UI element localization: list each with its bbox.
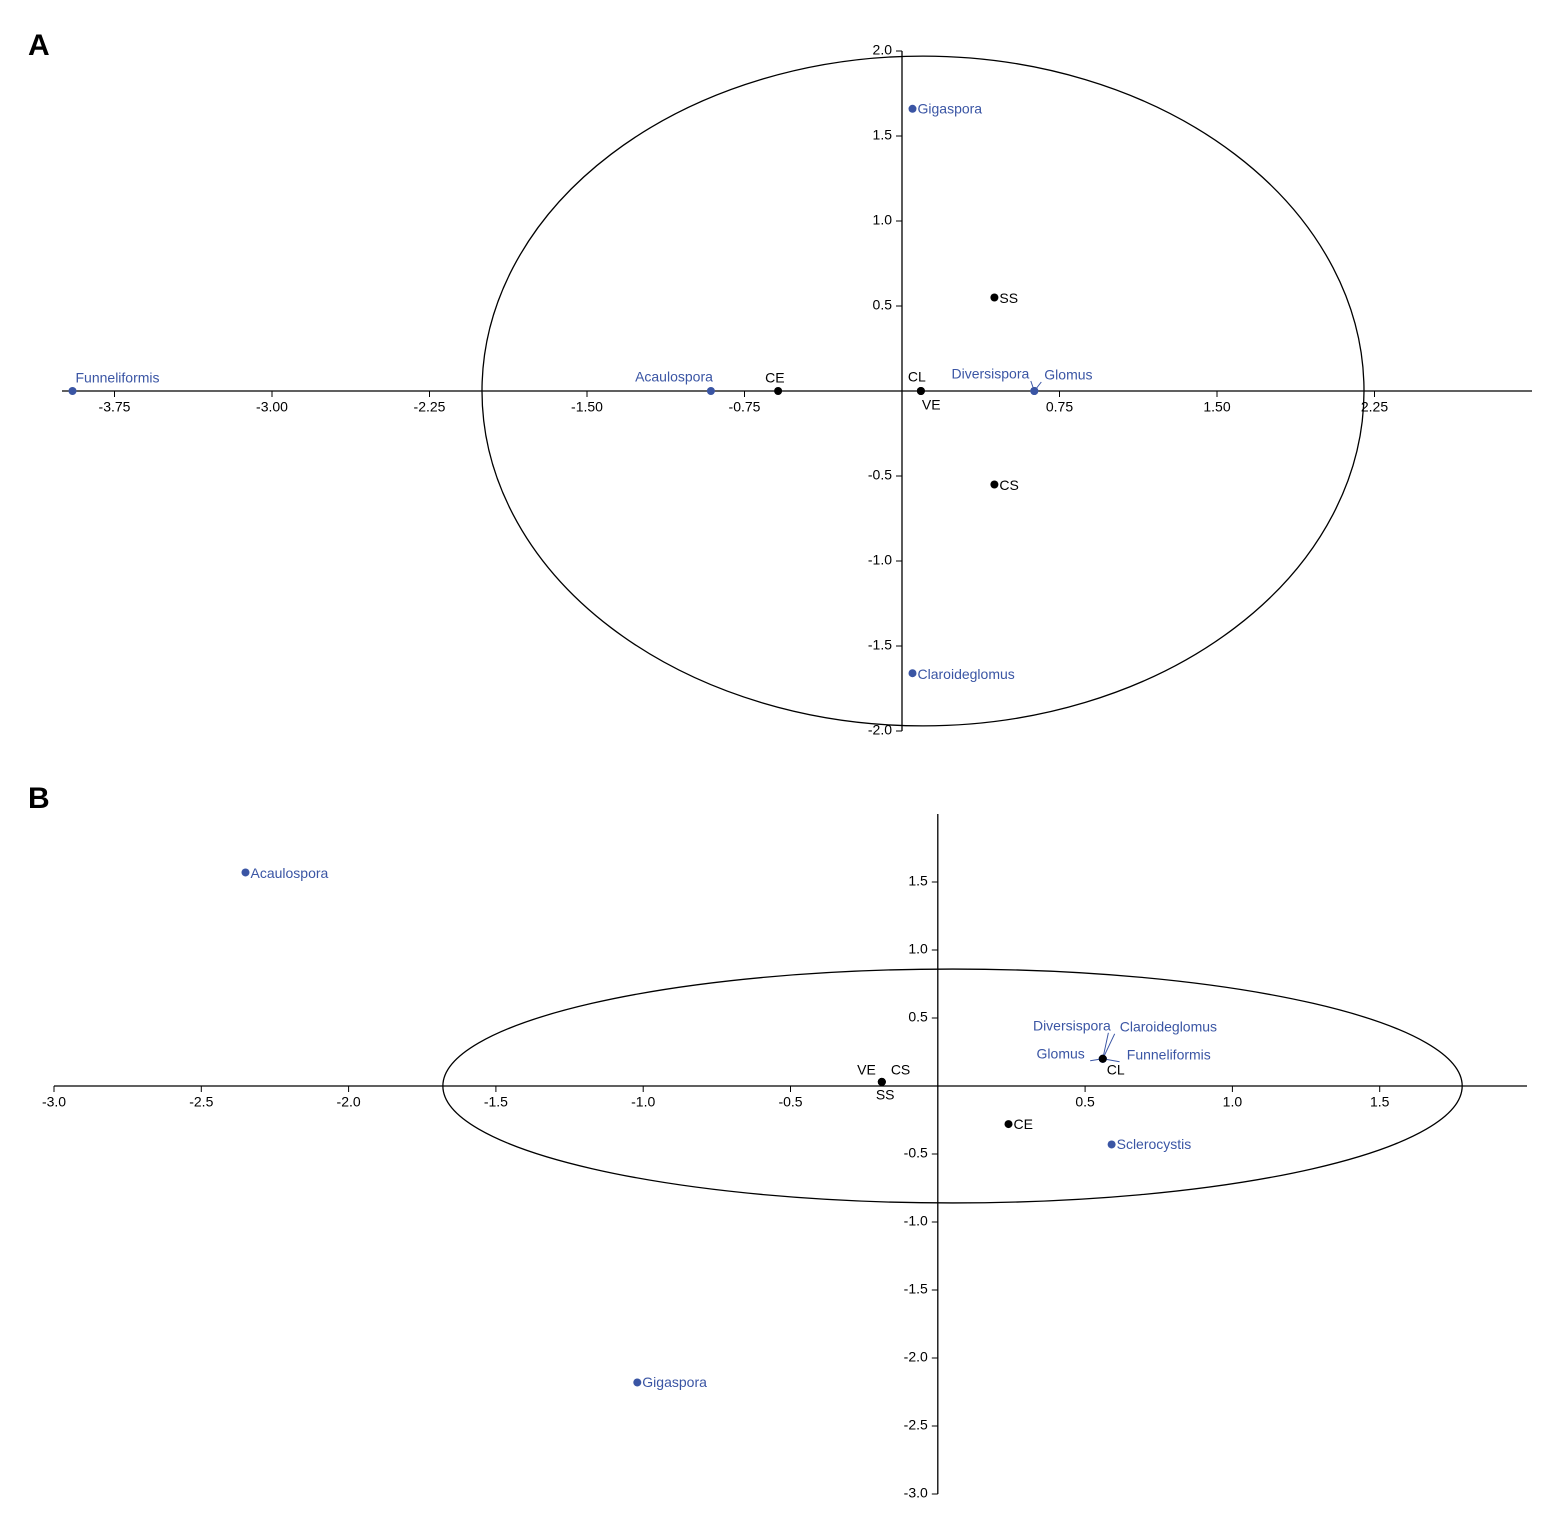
- leader-line: [1102, 1032, 1109, 1059]
- x-tick-label: -3.75: [99, 399, 131, 415]
- y-tick-label: -2.0: [868, 722, 892, 738]
- x-tick-label: -3.0: [42, 1094, 66, 1110]
- x-tick-label: -0.5: [778, 1094, 802, 1110]
- x-tick-label: 1.0: [1223, 1094, 1243, 1110]
- point-label: Funneliformis: [76, 370, 160, 386]
- y-tick-label: 0.5: [873, 297, 893, 313]
- x-tick-label: -2.5: [189, 1094, 213, 1110]
- point-label: CE: [1014, 1116, 1033, 1132]
- y-tick-label: 1.0: [908, 941, 928, 957]
- point-label: Claroideglomus: [918, 666, 1015, 682]
- y-tick-label: 0.5: [908, 1009, 928, 1025]
- point: [916, 387, 925, 395]
- point: [990, 480, 999, 489]
- point-label: Acaulospora: [250, 865, 328, 881]
- x-tick-label: -2.0: [337, 1094, 361, 1110]
- point-label: VE: [857, 1062, 876, 1078]
- x-tick-label: 0.5: [1075, 1094, 1095, 1110]
- point-label: Gigaspora: [918, 101, 983, 117]
- point-label: Acaulospora: [635, 369, 713, 385]
- point: [1030, 387, 1039, 395]
- x-tick-label: -1.0: [631, 1094, 655, 1110]
- y-tick-label: -0.5: [904, 1145, 928, 1161]
- x-tick-label: 2.25: [1361, 399, 1388, 415]
- point: [1107, 1140, 1116, 1149]
- point-label: Claroideglomus: [1120, 1019, 1217, 1035]
- point-label: Diversispora: [951, 366, 1029, 382]
- y-tick-label: 2.0: [873, 42, 893, 58]
- confidence-ellipse: [481, 55, 1365, 727]
- point-label: Funneliformis: [1127, 1047, 1211, 1063]
- point-label: CS: [999, 477, 1018, 493]
- point-label: SS: [876, 1087, 895, 1103]
- y-tick-label: 1.5: [908, 873, 928, 889]
- y-tick-label: -1.5: [868, 637, 892, 653]
- point: [241, 868, 250, 877]
- point: [877, 1077, 886, 1086]
- point: [908, 104, 917, 113]
- point-label: VE: [922, 397, 941, 413]
- y-tick-label: -3.0: [904, 1485, 928, 1501]
- y-tick-label: -0.5: [868, 467, 892, 483]
- point: [706, 387, 715, 395]
- x-tick-label: 1.50: [1203, 399, 1230, 415]
- point: [990, 293, 999, 302]
- y-tick-label: -1.5: [904, 1281, 928, 1297]
- point: [1098, 1054, 1107, 1063]
- x-tick-label: -1.5: [484, 1094, 508, 1110]
- x-tick-label: -1.50: [571, 399, 603, 415]
- point-label: SS: [999, 290, 1018, 306]
- point-label: CE: [765, 370, 784, 386]
- x-tick-label: -0.75: [729, 399, 761, 415]
- point-label: Glomus: [1044, 367, 1092, 383]
- point-label: Glomus: [1037, 1046, 1085, 1062]
- point: [1004, 1120, 1013, 1129]
- x-tick-label: 0.75: [1046, 399, 1073, 415]
- point-label: Gigaspora: [642, 1374, 707, 1390]
- point: [774, 387, 783, 395]
- point-label: CL: [908, 369, 926, 385]
- point-label: CS: [891, 1062, 910, 1078]
- point: [908, 669, 917, 678]
- confidence-ellipse: [442, 968, 1463, 1204]
- y-tick-label: -2.5: [904, 1417, 928, 1433]
- leader-line: [1102, 1033, 1116, 1060]
- x-tick-label: -2.25: [414, 399, 446, 415]
- point-label: Diversispora: [1033, 1018, 1111, 1034]
- x-tick-label: -3.00: [256, 399, 288, 415]
- y-tick-label: 1.5: [873, 127, 893, 143]
- panel-label: B: [28, 782, 50, 815]
- point-label: Sclerocystis: [1117, 1136, 1192, 1152]
- x-tick-label: 1.5: [1370, 1094, 1390, 1110]
- point: [68, 387, 77, 395]
- y-tick-label: -2.0: [904, 1349, 928, 1365]
- point: [633, 1378, 642, 1387]
- y-tick-label: -1.0: [868, 552, 892, 568]
- point-label: CL: [1107, 1062, 1125, 1078]
- y-tick-label: -1.0: [904, 1213, 928, 1229]
- panel-label: A: [28, 29, 50, 62]
- y-tick-label: 1.0: [873, 212, 893, 228]
